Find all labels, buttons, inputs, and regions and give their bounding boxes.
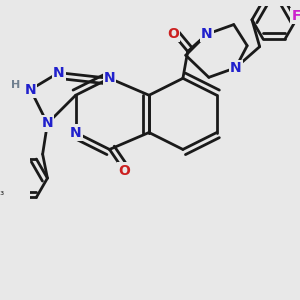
Text: N: N: [104, 71, 115, 85]
Text: N: N: [25, 82, 36, 97]
Text: CH₃: CH₃: [0, 188, 4, 197]
Text: H: H: [11, 80, 21, 90]
Text: N: N: [70, 125, 82, 140]
Text: N: N: [42, 116, 53, 130]
Text: N: N: [53, 66, 64, 80]
Text: O: O: [167, 27, 179, 41]
Text: N: N: [201, 27, 213, 41]
Text: F: F: [291, 9, 300, 23]
Text: O: O: [118, 164, 130, 178]
Text: N: N: [230, 61, 242, 75]
